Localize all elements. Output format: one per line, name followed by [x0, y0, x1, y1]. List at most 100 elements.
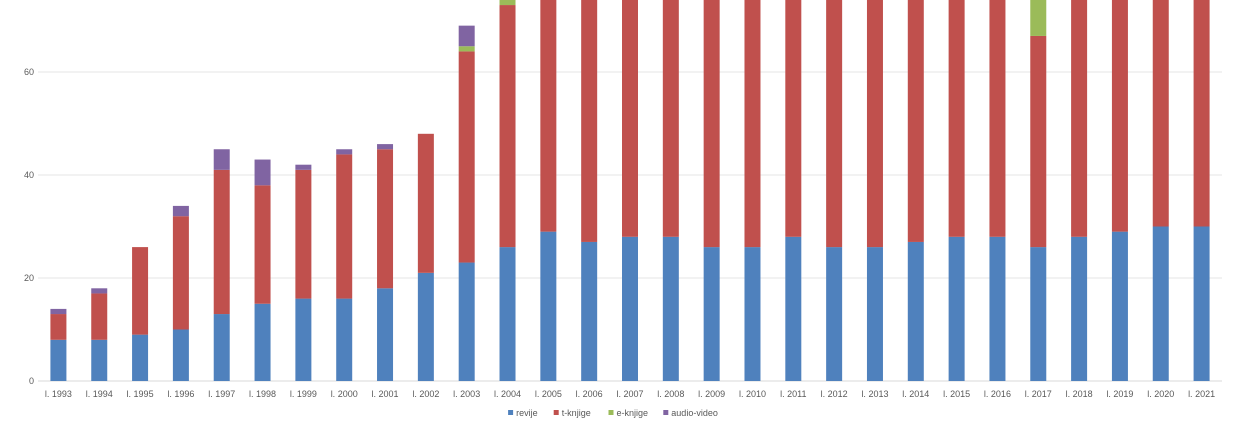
bar-segment-revije: [989, 236, 1006, 381]
legend-label-t-knjige: t-knjige: [562, 408, 591, 418]
bar-segment-t-knjige: [499, 5, 516, 248]
bar-segment-t-knjige: [744, 0, 761, 248]
bar-segment-t-knjige: [662, 0, 679, 237]
x-tick-label: l. 2009: [698, 389, 725, 399]
bar-segment-revije: [826, 247, 843, 381]
bar-segment-t-knjige: [703, 0, 720, 248]
bar-segment-t-knjige: [254, 185, 271, 304]
bar-segment-t-knjige: [540, 0, 557, 232]
x-axis-tick-labels: l. 1993 l. 1994 l. 1995 l. 1996 l. 1997 l. 19…: [45, 389, 1215, 399]
bar-segment-audio-video: [336, 149, 353, 155]
x-tick-label: l. 2019: [1106, 389, 1133, 399]
x-tick-label: l. 2010: [739, 389, 766, 399]
bar-segment-revije: [1111, 231, 1128, 381]
y-tick-label: 60: [24, 67, 34, 77]
legend-label-e-knjige: e-knjige: [617, 408, 649, 418]
legend-label-audio-video: audio-video: [671, 408, 718, 418]
x-tick-label: l. 1993: [45, 389, 72, 399]
bar-segment-t-knjige: [948, 0, 965, 237]
bar-segment-t-knjige: [1111, 0, 1128, 232]
x-tick-label: l. 1994: [86, 389, 113, 399]
bar-segment-revije: [1193, 226, 1210, 381]
x-tick-label: l. 2013: [861, 389, 888, 399]
x-tick-label: l. 2011: [780, 389, 806, 399]
x-tick-label: l. 1998: [249, 389, 276, 399]
x-tick-label: l. 2021: [1188, 389, 1215, 399]
bar-segment-t-knjige: [1030, 35, 1047, 248]
bar-segment-t-knjige: [1071, 0, 1088, 237]
x-tick-label: l. 2000: [331, 389, 358, 399]
bar-segment-revije: [907, 241, 924, 381]
bar-segment-e-knjige: [499, 0, 516, 6]
bar-segment-t-knjige: [295, 169, 312, 299]
x-tick-label: l. 2002: [412, 389, 439, 399]
bar-segment-t-knjige: [866, 0, 883, 248]
bar-segment-revije: [417, 272, 434, 381]
legend: revije t-knjige e-knjige audio-video: [508, 408, 718, 418]
bar-segment-t-knjige: [336, 154, 353, 299]
bar-segment-revije: [785, 236, 802, 381]
legend-swatch-t-knjige: [553, 410, 559, 415]
bar-segment-revije: [948, 236, 965, 381]
y-axis-tick-labels: 0 20 40 60: [24, 67, 34, 386]
legend-label-revije: revije: [516, 408, 538, 418]
bar-segment-audio-video: [172, 205, 189, 217]
bars: [50, 0, 1210, 381]
bar-segment-revije: [622, 236, 638, 381]
bar-segment-revije: [866, 247, 883, 381]
bar-segment-t-knjige: [907, 0, 924, 242]
bar-segment-revije: [336, 298, 353, 381]
y-tick-label: 20: [24, 273, 34, 283]
bar-segment-revije: [1071, 236, 1088, 381]
bar-segment-revije: [172, 329, 189, 381]
x-tick-label: l. 2016: [984, 389, 1011, 399]
bar-segment-audio-video: [91, 288, 108, 294]
x-tick-label: l. 2003: [453, 389, 480, 399]
bar-segment-t-knjige: [785, 0, 802, 237]
bar-segment-revije: [662, 236, 679, 381]
bar-segment-e-knjige: [458, 46, 475, 52]
bar-segment-t-knjige: [172, 216, 189, 330]
bar-segment-audio-video: [50, 308, 67, 315]
bar-segment-t-knjige: [377, 149, 394, 289]
bar-segment-audio-video: [377, 144, 394, 150]
legend-swatch-e-knjige: [608, 410, 614, 415]
bar-segment-revije: [91, 339, 108, 381]
bar-segment-revije: [499, 247, 516, 381]
bar-segment-revije: [703, 247, 720, 381]
bar-segment-revije: [540, 231, 557, 381]
bar-segment-t-knjige: [989, 0, 1006, 237]
x-tick-label: l. 2008: [657, 389, 684, 399]
bar-segment-t-knjige: [826, 0, 843, 248]
bar-segment-revije: [581, 241, 598, 381]
bar-segment-audio-video: [213, 149, 230, 170]
bar-segment-revije: [132, 334, 149, 381]
x-tick-label: l. 1995: [127, 389, 154, 399]
y-tick-label: 0: [29, 376, 34, 386]
x-tick-label: l. 2015: [943, 389, 970, 399]
bar-segment-t-knjige: [132, 247, 149, 335]
legend-swatch-audio-video: [663, 410, 669, 415]
x-tick-label: l. 2004: [494, 389, 521, 399]
y-tick-label: 40: [24, 170, 34, 180]
bar-segment-audio-video: [254, 159, 271, 186]
bar-segment-t-knjige: [1193, 0, 1210, 227]
bar-segment-t-knjige: [213, 169, 230, 315]
x-tick-label: l. 2012: [821, 389, 848, 399]
x-tick-label: l. 2007: [616, 389, 643, 399]
x-tick-label: l. 1997: [208, 389, 235, 399]
bar-segment-e-knjige: [1030, 0, 1047, 36]
x-tick-label: l. 1999: [290, 389, 317, 399]
bar-segment-t-knjige: [417, 133, 434, 273]
bar-segment-revije: [295, 298, 312, 381]
bar-segment-t-knjige: [1152, 0, 1169, 227]
x-tick-label: l. 2017: [1025, 389, 1052, 399]
x-tick-label: l. 2020: [1147, 389, 1174, 399]
bar-segment-t-knjige: [622, 0, 638, 237]
bar-segment-t-knjige: [581, 0, 598, 242]
bar-segment-revije: [254, 303, 271, 381]
bar-segment-revije: [1152, 226, 1169, 381]
bar-segment-revije: [377, 288, 394, 381]
x-tick-label: l. 2006: [576, 389, 603, 399]
